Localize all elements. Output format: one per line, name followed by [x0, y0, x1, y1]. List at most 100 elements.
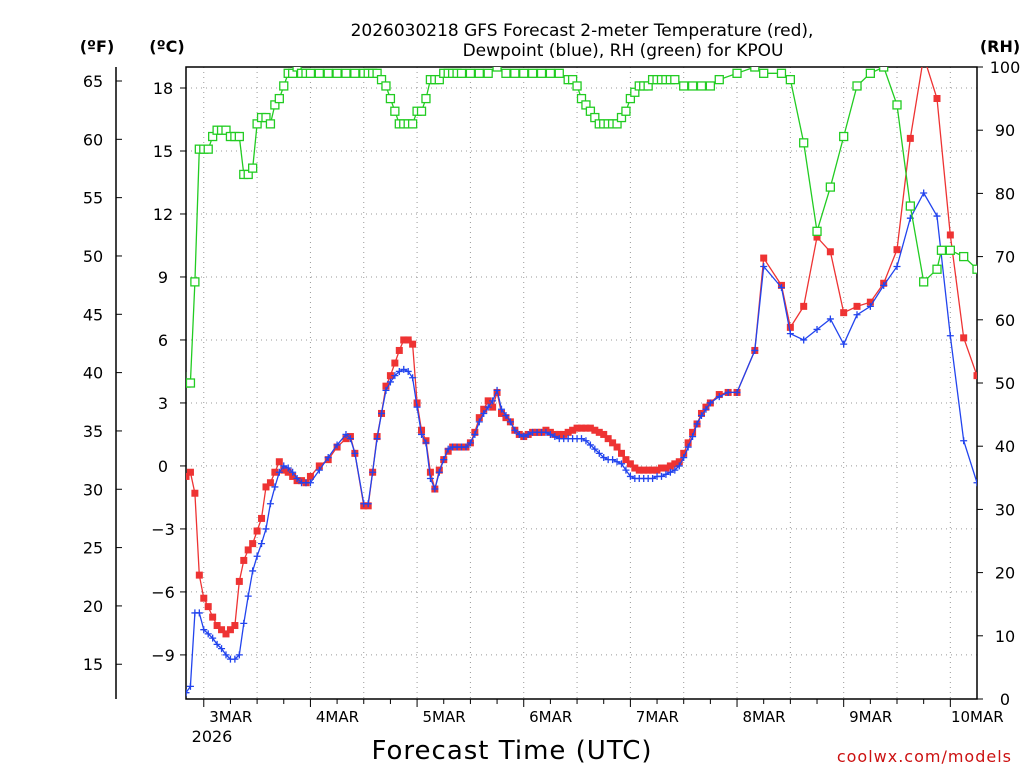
dewpoint-point: [706, 399, 714, 407]
temperature-point: [174, 509, 181, 516]
rh-tick-label: 80: [995, 184, 1015, 203]
dewpoint-point: [751, 346, 759, 354]
temperature-point: [635, 466, 643, 474]
temperature-series: [174, 67, 977, 638]
dewpoint-point: [760, 262, 768, 270]
dewpoint-point: [520, 433, 528, 441]
temperature-point: [604, 435, 612, 443]
dewpoint-point: [213, 640, 221, 648]
dewpoint-point: [893, 262, 901, 270]
temperature-point: [560, 430, 568, 438]
temperature-point: [186, 472, 190, 480]
dewpoint-point: [617, 460, 625, 468]
dewpoint-point: [369, 468, 377, 476]
rh-point: [679, 81, 689, 91]
dewpoint-point: [431, 485, 439, 493]
rh-point: [314, 68, 324, 78]
temperature-point: [555, 430, 563, 438]
temperature-point: [946, 231, 954, 239]
rh-point: [265, 119, 276, 129]
temperature-point: [595, 428, 603, 436]
rh-point: [545, 68, 556, 78]
rh-point: [799, 138, 809, 148]
dewpoint-point: [853, 311, 861, 319]
dewpoint-point: [306, 479, 314, 487]
rh-point: [332, 68, 342, 78]
temperature-point: [649, 466, 657, 474]
dewpoint-point: [702, 405, 710, 413]
rh-point: [865, 68, 875, 78]
rh-point: [732, 68, 742, 78]
temperature-point: [253, 527, 261, 535]
rh-point: [527, 68, 538, 78]
temperature-point: [586, 424, 594, 432]
rh-point: [536, 68, 547, 78]
dewpoint-point: [826, 315, 834, 323]
temperature-point: [480, 405, 488, 413]
rh-point: [510, 68, 520, 78]
dewpoint-point: [542, 428, 550, 436]
dewpoint-point: [524, 430, 532, 438]
dewpoint-point: [693, 420, 701, 428]
temperature-point: [644, 466, 652, 474]
fahrenheit-tick-label: 45: [83, 305, 103, 324]
rh-point: [776, 68, 787, 78]
rh-point: [959, 251, 969, 262]
rh-point: [554, 68, 564, 78]
dewpoint-point: [880, 281, 888, 289]
rh-point: [501, 68, 511, 78]
temperature-point: [569, 426, 577, 434]
rh-point: [519, 68, 529, 78]
dewpoint-point: [435, 468, 443, 476]
temperature-point: [813, 233, 821, 241]
rh-point: [972, 264, 977, 274]
temperature-point: [382, 382, 390, 390]
dewpoint-point: [724, 388, 732, 396]
dewpoint-point: [413, 403, 421, 411]
temperature-point: [191, 489, 199, 497]
temperature-point: [960, 334, 968, 342]
dewpoint-point: [258, 540, 266, 548]
rh-point: [390, 106, 400, 116]
temperature-point: [626, 460, 634, 468]
x-tick-label: 6MAR: [529, 708, 572, 726]
temperature-point: [240, 556, 248, 564]
dewpoint-point: [240, 619, 248, 627]
rh-point: [465, 68, 476, 78]
rh-tick-label: 30: [995, 500, 1015, 519]
temperature-point: [617, 449, 625, 457]
temperature-point: [840, 309, 848, 317]
temperature-point: [578, 424, 585, 432]
celsius-tick-label: 12: [153, 205, 173, 224]
fahrenheit-tick-label: 40: [83, 364, 103, 383]
temperature-point: [613, 443, 621, 451]
rh-point: [274, 93, 284, 104]
dewpoint-point: [342, 430, 350, 438]
x-tick-label: 8MAR: [742, 708, 785, 726]
rh-point: [785, 74, 796, 85]
dewpoint-point: [582, 437, 590, 445]
dewpoint-point: [444, 445, 452, 453]
dewpoint-point: [813, 325, 821, 333]
dewpoint-point: [178, 693, 185, 700]
rh-point: [323, 68, 333, 78]
dewpoint-point: [973, 479, 977, 487]
fahrenheit-tick-label: 20: [83, 597, 103, 616]
rh-point: [186, 372, 187, 382]
plot-frame: [185, 66, 978, 700]
dewpoint-point: [462, 443, 470, 451]
dewpoint-point: [333, 441, 341, 449]
temperature-point: [689, 428, 697, 436]
dewpoint-point: [422, 439, 430, 447]
dewpoint-point: [373, 435, 381, 443]
dewpoint-point: [586, 441, 594, 449]
temperature-point: [866, 298, 874, 306]
dewpoint-point: [266, 500, 274, 508]
temperature-point: [800, 302, 808, 310]
x-axis-year-label: 2026: [192, 727, 233, 746]
temperature-point: [315, 462, 323, 470]
rh-point: [714, 74, 724, 85]
dewpoint-point: [493, 386, 501, 394]
celsius-tick-label: 0: [158, 457, 168, 476]
dewpoint-point: [391, 372, 399, 380]
